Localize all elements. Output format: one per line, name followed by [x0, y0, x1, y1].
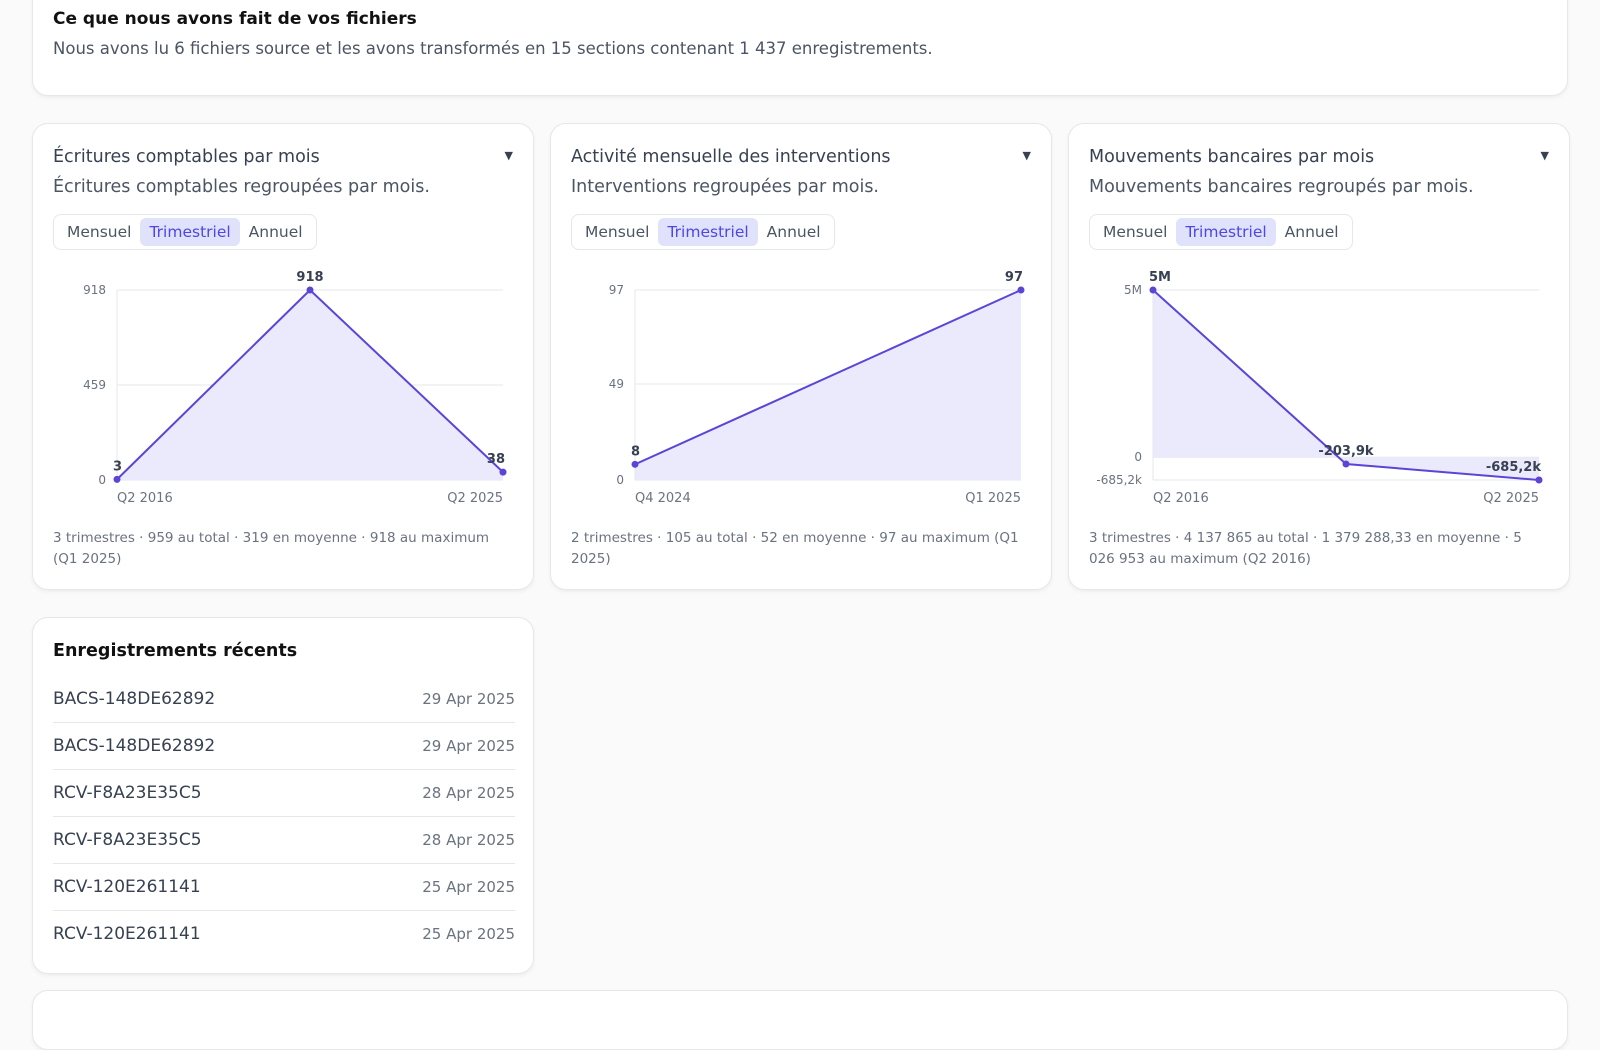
period-annuel-button[interactable]: Annuel: [766, 223, 821, 241]
chart-footer: 3 trimestres · 4 137 865 au total · 1 37…: [1089, 530, 1522, 567]
area-chart: -685,2k 0 5M 5M -203,9k -685,2k Q2 2016 Q2 2025: [1096, 270, 1543, 504]
data-label: -685,2k: [1486, 460, 1542, 475]
data-point: [631, 460, 639, 468]
data-label: 3: [113, 459, 122, 474]
chart-title: Écritures comptables par mois: [53, 147, 320, 167]
chevron-down-icon[interactable]: ▼: [504, 149, 513, 162]
record-date: 29 Apr 2025: [422, 690, 515, 708]
x-tick-label: Q2 2016: [117, 491, 173, 504]
data-point: [499, 468, 507, 476]
chart-subtitle: Écritures comptables regroupées par mois…: [53, 177, 430, 197]
x-tick-label: Q2 2025: [1483, 491, 1539, 504]
record-date: 28 Apr 2025: [422, 831, 515, 849]
list-item[interactable]: RCV-F8A23E35C5 28 Apr 2025: [53, 817, 515, 864]
period-mensuel-button[interactable]: Mensuel: [585, 223, 650, 241]
period-toggle: Mensuel Trimestriel Annuel: [571, 214, 835, 250]
data-point: [113, 475, 121, 483]
record-id: BACS-148DE62892: [53, 736, 216, 756]
period-mensuel-button[interactable]: Mensuel: [1103, 223, 1168, 241]
y-tick-label: 5M: [1124, 283, 1142, 297]
record-date: 28 Apr 2025: [422, 784, 515, 802]
summary-title: Ce que nous avons fait de vos fichiers: [53, 9, 417, 29]
period-trimestriel-button[interactable]: Trimestriel: [140, 218, 240, 246]
chart-card-ecritures: Écritures comptables par mois ▼ Écriture…: [32, 123, 534, 590]
period-toggle: Mensuel Trimestriel Annuel: [1089, 214, 1353, 250]
record-date: 25 Apr 2025: [422, 878, 515, 896]
chart-footer: 3 trimestres · 959 au total · 319 en moy…: [53, 530, 490, 567]
list-item[interactable]: BACS-148DE62892 29 Apr 2025: [53, 723, 515, 770]
area-fill: [117, 290, 503, 480]
data-point: [1342, 460, 1350, 468]
y-tick-label: 0: [1134, 450, 1142, 464]
x-tick-label: Q2 2016: [1153, 491, 1209, 504]
list-item[interactable]: RCV-120E261141 25 Apr 2025: [53, 864, 515, 911]
data-label: 97: [1005, 270, 1023, 285]
y-tick-label: 49: [609, 377, 624, 391]
area-fill: [635, 290, 1021, 480]
chart-card-interventions: Activité mensuelle des interventions ▼ I…: [550, 123, 1052, 590]
y-tick-label: 97: [609, 283, 624, 297]
period-trimestriel-button[interactable]: Trimestriel: [1176, 218, 1276, 246]
chart-title: Mouvements bancaires par mois: [1089, 147, 1375, 167]
y-tick-label: 918: [83, 283, 106, 297]
chart-card-bancaires: Mouvements bancaires par mois ▼ Mouvemen…: [1068, 123, 1570, 590]
summary-text: Nous avons lu 6 fichiers source et les a…: [53, 39, 933, 58]
period-mensuel-button[interactable]: Mensuel: [67, 223, 132, 241]
period-annuel-button[interactable]: Annuel: [248, 223, 303, 241]
x-tick-label: Q4 2024: [635, 491, 691, 504]
y-tick-label: 0: [616, 473, 624, 487]
data-point: [1149, 286, 1157, 294]
record-id: RCV-120E261141: [53, 924, 201, 944]
area-chart: 0 49 97 8 97 Q4 2024 Q1 2025: [609, 270, 1025, 504]
summary-card: Ce que nous avons fait de vos fichiers N…: [32, 0, 1568, 96]
record-id: RCV-F8A23E35C5: [53, 783, 202, 803]
chart-subtitle: Interventions regroupées par mois.: [571, 177, 879, 197]
chevron-down-icon[interactable]: ▼: [1022, 149, 1031, 162]
record-date: 25 Apr 2025: [422, 925, 515, 943]
series-line: [634, 289, 1022, 466]
list-item[interactable]: RCV-F8A23E35C5 28 Apr 2025: [53, 770, 515, 817]
data-label: -203,9k: [1318, 444, 1374, 459]
chart-subtitle: Mouvements bancaires regroupés par mois.: [1089, 177, 1474, 197]
y-tick-label: -685,2k: [1096, 473, 1142, 487]
area-chart: 0 459 918 3 918 38 Q2 2016 Q2 2025: [83, 270, 507, 504]
list-item[interactable]: RCV-120E261141 25 Apr 2025: [53, 911, 515, 957]
x-tick-label: Q1 2025: [965, 491, 1021, 504]
data-point: [1017, 286, 1025, 294]
data-label: 918: [296, 270, 323, 285]
recent-records-card: Enregistrements récents BACS-148DE62892 …: [32, 617, 534, 974]
chevron-down-icon[interactable]: ▼: [1540, 149, 1549, 162]
area-fill: [1153, 290, 1539, 480]
chart-title: Activité mensuelle des interventions: [571, 147, 891, 167]
record-id: RCV-120E261141: [53, 877, 201, 897]
data-label: 5M: [1149, 270, 1171, 285]
data-point: [306, 286, 314, 294]
record-date: 29 Apr 2025: [422, 737, 515, 755]
data-point: [1535, 476, 1543, 484]
list-item[interactable]: BACS-148DE62892 29 Apr 2025: [53, 676, 515, 723]
recent-records-list: BACS-148DE62892 29 Apr 2025 BACS-148DE62…: [53, 676, 515, 957]
period-toggle: Mensuel Trimestriel Annuel: [53, 214, 317, 250]
record-id: BACS-148DE62892: [53, 689, 216, 709]
y-tick-label: 0: [98, 473, 106, 487]
x-tick-label: Q2 2025: [447, 491, 503, 504]
period-annuel-button[interactable]: Annuel: [1284, 223, 1339, 241]
y-tick-label: 459: [83, 378, 106, 392]
recent-records-title: Enregistrements récents: [53, 641, 298, 661]
record-id: RCV-F8A23E35C5: [53, 830, 202, 850]
data-label: 8: [631, 444, 640, 459]
next-section-card: [32, 990, 1568, 1050]
period-trimestriel-button[interactable]: Trimestriel: [658, 218, 758, 246]
chart-footer: 2 trimestres · 105 au total · 52 en moye…: [571, 530, 1019, 567]
data-label: 38: [487, 452, 505, 467]
